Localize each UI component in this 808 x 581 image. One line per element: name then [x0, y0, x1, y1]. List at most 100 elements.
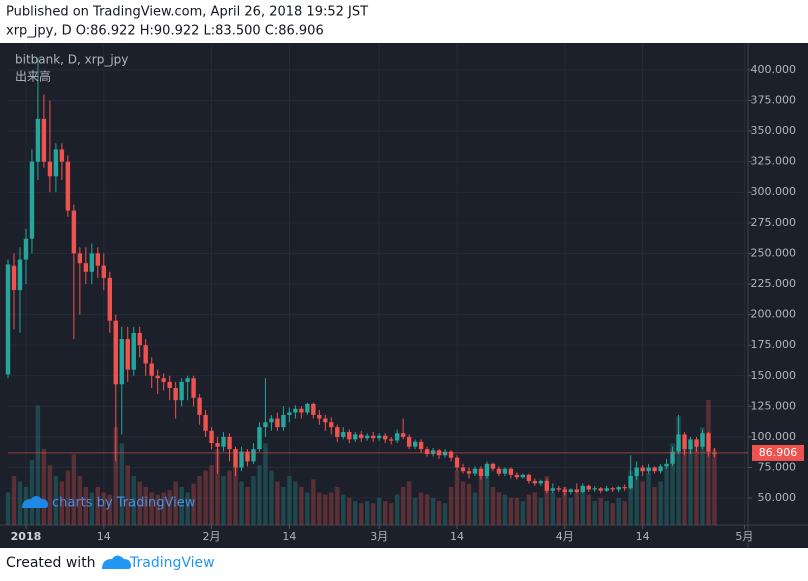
x-tick-label: 14 [97, 530, 111, 543]
candle-body [251, 449, 256, 462]
volume-bar [113, 427, 118, 525]
volume-bar [556, 497, 562, 525]
volume-bar [436, 501, 442, 525]
footer-created: Created with [6, 555, 96, 571]
volume-bar [59, 481, 65, 525]
candle-body [47, 161, 53, 177]
candle-body [185, 378, 190, 382]
volume-bar [694, 443, 699, 525]
candle-body [424, 449, 430, 455]
candle-body [478, 468, 484, 477]
x-tick-label: 14 [450, 530, 464, 543]
volume-bar [520, 501, 526, 525]
volume-bar [215, 448, 220, 525]
candle-body [550, 488, 556, 491]
candle-body [143, 345, 148, 364]
volume-bar [664, 465, 669, 525]
candle-body [227, 436, 232, 450]
volume-bar [125, 465, 130, 525]
candle-body [221, 436, 226, 447]
volume-bar [622, 501, 627, 525]
candle-body [418, 441, 424, 450]
volume-bar [227, 470, 232, 525]
volume-bar [137, 481, 142, 525]
watermark: charts by TradingView [22, 496, 196, 511]
volume-title: 出来高 [15, 69, 51, 84]
candle-body [53, 149, 59, 177]
y-tick-label: 350.000 [751, 124, 797, 137]
candle-body [592, 488, 597, 490]
volume-bar [143, 486, 148, 525]
candle-body [371, 435, 376, 439]
candle-body [35, 118, 41, 162]
volume-bar [628, 470, 633, 525]
volume-bar [35, 405, 41, 525]
candle-body [580, 485, 585, 492]
volume-bar [400, 486, 406, 525]
volume-bar [682, 438, 687, 525]
volume-bar [448, 486, 454, 525]
candle-body [598, 488, 603, 491]
candle-body [688, 439, 693, 450]
candle-body [640, 467, 645, 472]
candle-body [293, 408, 298, 413]
candle-body [508, 468, 514, 475]
volume-bar [119, 443, 124, 525]
volume-bar [191, 483, 196, 525]
volume-bar [245, 486, 250, 525]
candle-body [646, 467, 651, 472]
volume-bar [251, 476, 256, 525]
volume-bar [430, 497, 436, 525]
volume-bar [29, 459, 35, 525]
candle-body [472, 468, 478, 474]
y-tick-label: 100.000 [751, 430, 797, 443]
x-tick-label: 2018 [11, 530, 42, 543]
candle-body [101, 265, 106, 278]
volume-bar [670, 443, 675, 525]
y-tick-label: 200.000 [751, 308, 797, 321]
volume-bar [179, 486, 184, 525]
candle-body [263, 422, 268, 428]
volume-bar [341, 494, 346, 525]
candle-body [400, 433, 406, 437]
candle-body [275, 418, 280, 428]
y-tick-label: 125.000 [751, 399, 797, 412]
volume-bar [83, 486, 89, 525]
candle-body [65, 161, 71, 211]
candle-body [341, 432, 346, 437]
candle-body [604, 488, 609, 491]
candle-body [323, 418, 328, 423]
volume-bar [418, 492, 424, 525]
y-tick-label: 375.000 [751, 93, 797, 106]
published-line: Published on TradingView.com, April 26, … [6, 5, 368, 20]
candle-body [125, 339, 130, 370]
candle-body [502, 468, 508, 474]
volume-bar [388, 503, 394, 525]
candle-body [670, 451, 675, 464]
volume-bar [538, 497, 544, 525]
candle-body [311, 403, 316, 415]
volume-bar [77, 476, 83, 525]
volume-bar [580, 486, 585, 525]
candle-body [514, 474, 520, 478]
candle-body [412, 441, 418, 447]
volume-bar [173, 481, 178, 525]
candle-body [179, 381, 184, 401]
volume-bar [484, 465, 490, 525]
volume-bar [454, 470, 460, 525]
footer-logo [102, 555, 131, 569]
candle-body [388, 439, 394, 441]
volume-bar [514, 497, 520, 525]
volume-bar [634, 476, 639, 525]
footer-brand[interactable]: TradingView [129, 555, 215, 571]
volume-bar [95, 486, 101, 525]
volume-bar [209, 465, 214, 525]
volume-bar [263, 443, 268, 525]
volume-bar [101, 492, 106, 525]
candle-body [460, 467, 466, 472]
volume-bar [275, 481, 280, 525]
volume-bar [382, 501, 388, 525]
candle-body [5, 264, 11, 375]
candle-body [544, 480, 550, 491]
volume-bar [574, 492, 579, 525]
